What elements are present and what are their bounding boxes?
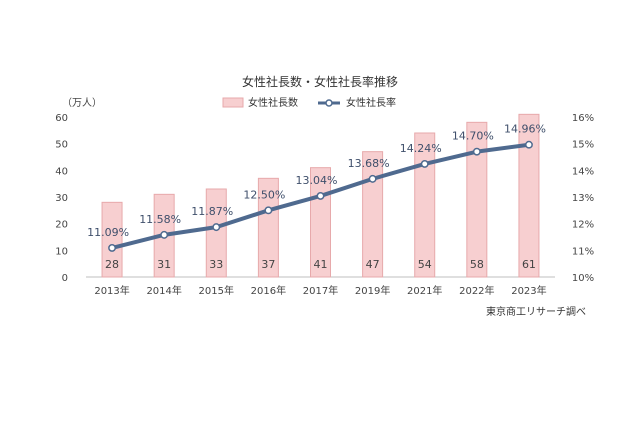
- rate-value-label: 14.70%: [452, 130, 494, 143]
- y-axis-unit: （万人）: [62, 97, 102, 109]
- bar: [414, 132, 436, 278]
- rate-point: [368, 174, 377, 183]
- source-note: 東京商工リサーチ調べ: [486, 305, 586, 318]
- bar-value-label: 47: [366, 258, 380, 271]
- rate-value-label: 12.50%: [243, 188, 285, 201]
- bar-value-label: 28: [105, 258, 119, 271]
- legend: 女性社長数 女性社長率: [222, 96, 396, 109]
- y2-tick-label: 11%: [572, 246, 594, 257]
- bar: [362, 151, 384, 278]
- rate-point: [420, 159, 429, 168]
- rate-line-labels: 11.09% 11.58% 11.87% 12.50% 13.04% 13.68% 14.2…: [87, 123, 546, 239]
- rate-point: [160, 230, 169, 239]
- y-tick-label: 10: [55, 246, 68, 257]
- x-tick-label: 2015年: [199, 284, 234, 297]
- x-tick-label: 2019年: [355, 284, 390, 297]
- y2-tick-label: 13%: [572, 193, 594, 204]
- bar: [518, 113, 540, 278]
- x-tick-label: 2023年: [511, 284, 546, 297]
- y-tick-label: 30: [55, 193, 68, 204]
- rate-point: [108, 243, 117, 252]
- y2-tick-label: 12%: [572, 220, 594, 231]
- y-tick-label: 40: [55, 166, 68, 177]
- y-axis-ticks: 0 10 20 30 40 50 60: [55, 113, 68, 284]
- x-tick-label: 2014年: [146, 284, 181, 297]
- bar: [101, 201, 123, 278]
- rate-value-label: 11.87%: [191, 205, 233, 218]
- bar-labels: 28 31 33 37 41 47 54 58 61: [105, 258, 536, 271]
- rate-value-label: 14.24%: [400, 142, 442, 155]
- legend-swatch-bars: [222, 97, 244, 108]
- y-tick-label: 50: [55, 140, 68, 151]
- y2-tick-label: 16%: [572, 113, 594, 124]
- y2-tick-label: 14%: [572, 166, 594, 177]
- bar-value-label: 54: [418, 258, 432, 271]
- x-tick-label: 2017年: [303, 284, 338, 297]
- y-tick-label: 60: [55, 113, 68, 124]
- bar-value-label: 37: [261, 258, 275, 271]
- bar: [257, 177, 279, 278]
- legend-label-bars: 女性社長数: [248, 96, 298, 109]
- legend-label-line: 女性社長率: [346, 96, 396, 109]
- bar-value-label: 33: [209, 258, 223, 271]
- rate-value-label: 13.68%: [348, 157, 390, 170]
- legend-marker-line: [325, 99, 333, 107]
- bar: [205, 188, 227, 278]
- rate-point: [212, 223, 221, 232]
- bar-value-label: 41: [314, 258, 328, 271]
- x-tick-label: 2022年: [459, 284, 494, 297]
- rate-point: [524, 140, 533, 149]
- rate-value-label: 14.96%: [504, 123, 546, 136]
- rate-line-series: [108, 140, 533, 252]
- bar: [466, 121, 488, 278]
- rate-value-label: 11.58%: [139, 213, 181, 226]
- y-tick-label: 0: [62, 273, 68, 284]
- rate-point: [316, 191, 325, 200]
- x-axis-ticks: 2013年 2014年 2015年 2016年 2017年 2019年 2021年 2022年…: [94, 284, 546, 297]
- bar-value-label: 31: [157, 258, 171, 271]
- x-tick-label: 2021年: [407, 284, 442, 297]
- x-tick-label: 2016年: [251, 284, 286, 297]
- rate-point: [472, 147, 481, 156]
- y2-axis-ticks: 10% 11% 12% 13% 14% 15% 16%: [572, 113, 594, 284]
- rate-value-label: 13.04%: [296, 174, 338, 187]
- y2-tick-label: 10%: [572, 273, 594, 284]
- rate-point: [264, 206, 273, 215]
- bar-value-label: 58: [470, 258, 484, 271]
- bar-value-label: 61: [522, 258, 536, 271]
- x-tick-label: 2013年: [94, 284, 129, 297]
- y2-tick-label: 15%: [572, 140, 594, 151]
- chart-title: 女性社長数・女性社長率推移: [242, 74, 398, 89]
- y-tick-label: 20: [55, 220, 68, 231]
- rate-value-label: 11.09%: [87, 226, 129, 239]
